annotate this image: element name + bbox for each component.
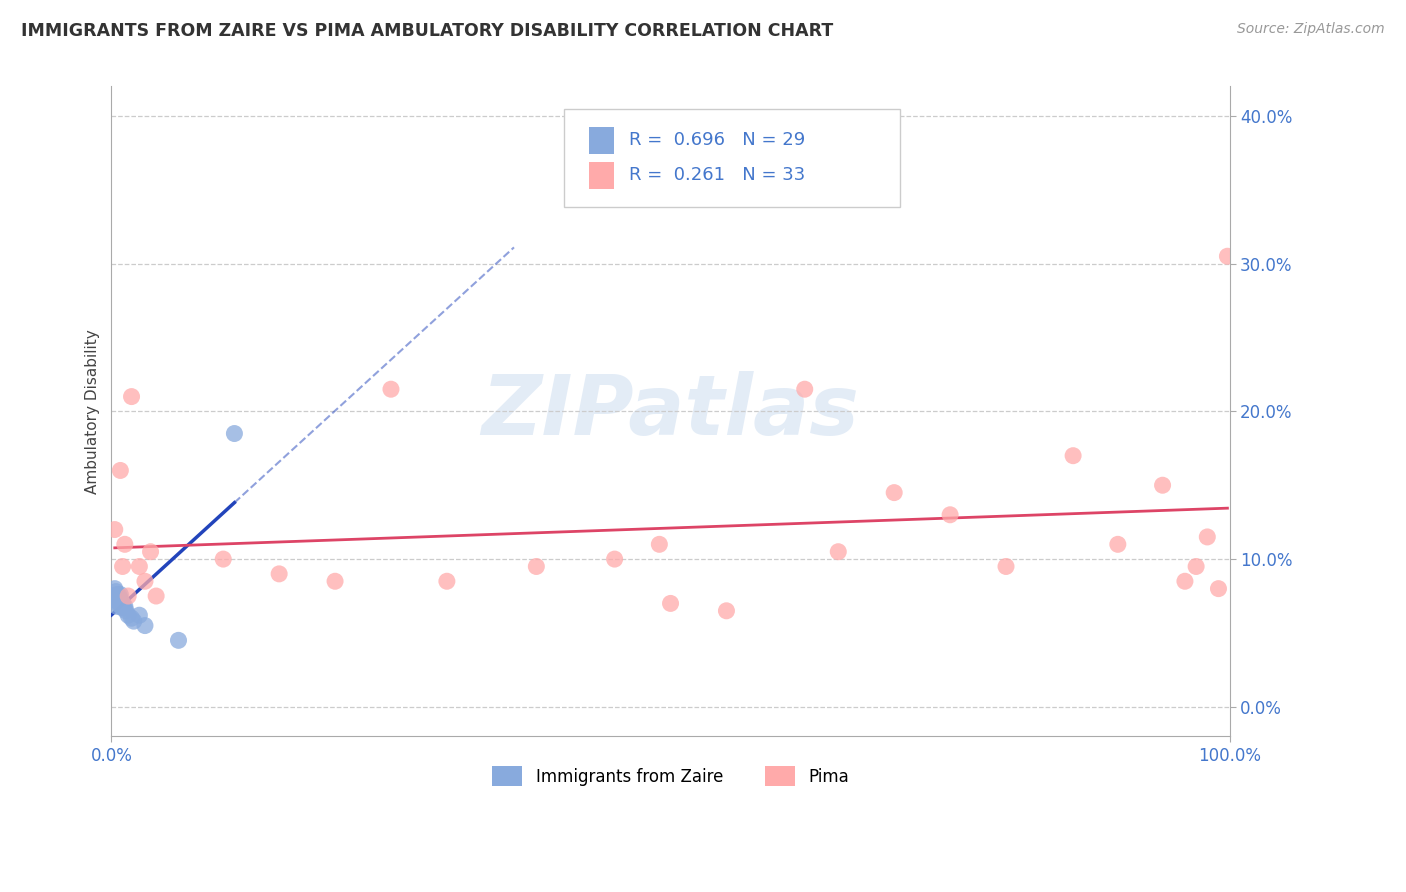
Point <box>112 600 135 615</box>
Point <box>883 485 905 500</box>
Bar <box>589 128 613 154</box>
Point <box>107 595 129 609</box>
FancyBboxPatch shape <box>564 109 900 207</box>
Point <box>1216 249 1239 263</box>
Point <box>323 574 346 589</box>
Point <box>104 582 127 596</box>
Point <box>436 574 458 589</box>
Point <box>110 592 132 607</box>
Point <box>108 598 131 612</box>
Point <box>121 390 143 404</box>
Text: Source: ZipAtlas.com: Source: ZipAtlas.com <box>1237 22 1385 37</box>
Point <box>110 588 132 602</box>
Point <box>105 588 128 602</box>
Point <box>107 591 129 605</box>
Point <box>108 589 131 603</box>
Text: IMMIGRANTS FROM ZAIRE VS PIMA AMBULATORY DISABILITY CORRELATION CHART: IMMIGRANTS FROM ZAIRE VS PIMA AMBULATORY… <box>21 22 834 40</box>
Point <box>827 545 849 559</box>
Point <box>224 426 246 441</box>
Point <box>212 552 235 566</box>
Text: ZIPatlas: ZIPatlas <box>482 371 859 452</box>
Point <box>105 592 128 607</box>
Point <box>380 382 402 396</box>
Point <box>103 589 125 603</box>
Point <box>716 604 738 618</box>
Point <box>117 608 139 623</box>
Point <box>104 523 127 537</box>
Point <box>134 618 156 632</box>
Point <box>524 559 547 574</box>
Point <box>128 608 150 623</box>
Point <box>1197 530 1219 544</box>
Point <box>648 537 671 551</box>
Point <box>995 559 1018 574</box>
Point <box>1208 582 1230 596</box>
Point <box>111 559 134 574</box>
Point <box>134 574 156 589</box>
Point <box>1174 574 1197 589</box>
Point <box>167 633 190 648</box>
Point <box>1107 537 1129 551</box>
Point <box>111 596 134 610</box>
Point <box>110 596 132 610</box>
Point <box>269 566 291 581</box>
Point <box>793 382 815 396</box>
Point <box>1152 478 1174 492</box>
Text: R =  0.696   N = 29: R = 0.696 N = 29 <box>628 131 806 149</box>
Bar <box>589 161 613 189</box>
Point <box>114 537 136 551</box>
Point <box>122 614 145 628</box>
Point <box>117 589 139 603</box>
Point <box>145 589 167 603</box>
Point <box>104 593 127 607</box>
Point <box>114 599 136 614</box>
Point <box>939 508 962 522</box>
Legend: Immigrants from Zaire, Pima: Immigrants from Zaire, Pima <box>485 759 855 793</box>
Point <box>111 600 134 615</box>
Point <box>108 593 131 607</box>
Text: R =  0.261   N = 33: R = 0.261 N = 33 <box>628 166 806 184</box>
Point <box>110 595 132 609</box>
Point <box>105 599 128 614</box>
Y-axis label: Ambulatory Disability: Ambulatory Disability <box>86 329 100 494</box>
Point <box>659 596 682 610</box>
Point <box>139 545 162 559</box>
Point <box>1185 559 1208 574</box>
Point <box>603 552 626 566</box>
Point <box>121 611 143 625</box>
Point <box>104 584 127 599</box>
Point <box>110 599 132 614</box>
Point <box>115 604 138 618</box>
Point <box>1062 449 1084 463</box>
Point <box>128 559 150 574</box>
Point <box>110 463 132 477</box>
